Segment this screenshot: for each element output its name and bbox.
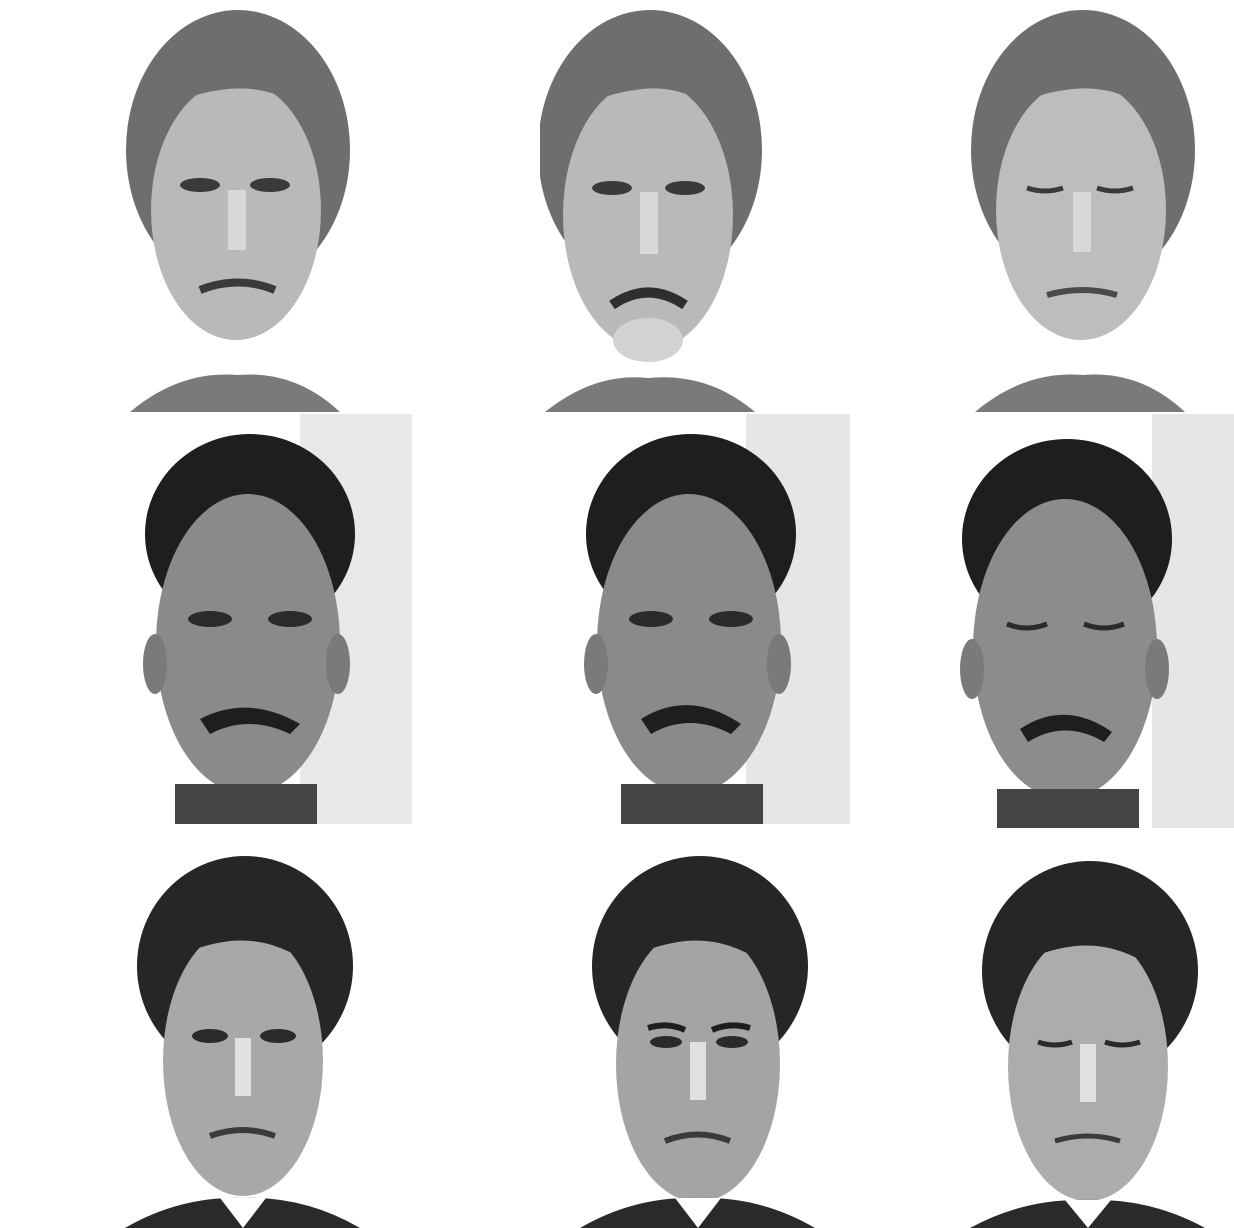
face-drawing — [872, 414, 1234, 828]
face-drawing — [560, 846, 860, 1228]
face-photo-subject3-neutral — [120, 846, 420, 1228]
face-photo-subject2-neutral — [0, 414, 412, 824]
face-photo-subject1-neutral — [120, 0, 420, 412]
face-photo-subject2-eyes-closed — [872, 414, 1234, 828]
face-drawing — [436, 414, 850, 824]
face-photo-subject1-sad — [540, 0, 840, 412]
face-photo-subject3-frown — [560, 846, 860, 1228]
face-photo-subject2-neutral-2 — [436, 414, 850, 824]
face-drawing — [540, 0, 840, 412]
face-photo-subject3-eyes-closed — [960, 846, 1234, 1228]
face-drawing — [960, 846, 1234, 1228]
face-drawing — [0, 414, 412, 824]
face-photo-subject1-eyes-closed — [965, 0, 1234, 412]
face-drawing — [965, 0, 1234, 412]
face-drawing — [120, 0, 420, 412]
face-drawing — [120, 846, 420, 1228]
